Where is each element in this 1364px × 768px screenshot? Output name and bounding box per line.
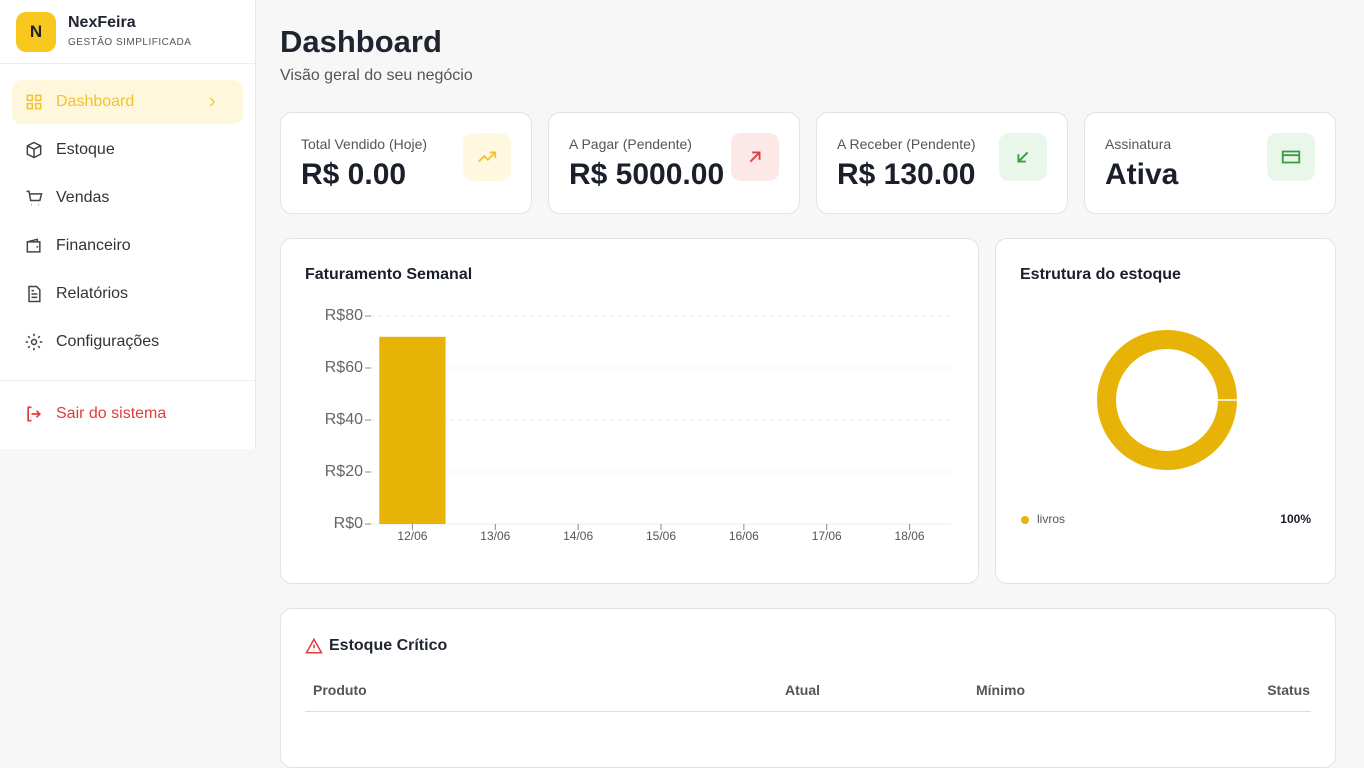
x-tick-label: 16/06	[729, 529, 759, 543]
pie-slice	[1097, 330, 1237, 470]
nav-item[interactable]: Configurações	[12, 320, 243, 364]
x-tick-label: 12/06	[397, 529, 427, 543]
nav-icon	[25, 333, 43, 351]
col-header: Mínimo	[976, 682, 1025, 698]
kpi-icon	[1267, 133, 1315, 181]
table-panel: Estoque Crítico Produto Atual Mínimo Sta…	[280, 608, 1336, 768]
page-title: Dashboard	[280, 24, 442, 59]
logout-label: Sair do sistema	[56, 405, 167, 422]
x-tick-label: 15/06	[646, 529, 676, 543]
legend-label: livros	[1037, 512, 1065, 526]
nav-icon	[26, 94, 42, 110]
kpi-card: A Receber (Pendente) R$ 130.00	[816, 112, 1068, 214]
kpi-icon	[999, 133, 1047, 181]
y-tick-label: R$80	[325, 307, 363, 324]
kpi-value: Ativa	[1105, 158, 1179, 191]
icon	[1281, 150, 1301, 164]
x-tick-label: 18/06	[895, 529, 925, 543]
value-label: 100%	[1280, 512, 1311, 526]
nav-item[interactable]: Financeiro	[12, 224, 243, 268]
nav-label: Configurações	[56, 333, 160, 350]
icon	[1017, 151, 1029, 163]
page: {"sidebar":{"brand":"NexFeira","tagline"…	[0, 0, 1336, 768]
nav-label: Relatórios	[56, 285, 129, 302]
nav-icon	[26, 238, 41, 253]
table-header: Produto Atual Mínimo Status	[305, 681, 1311, 711]
y-tick-label: R$60	[325, 359, 363, 376]
kpi-icon	[731, 133, 779, 181]
x-tick-label: 17/06	[812, 529, 842, 543]
nav-item[interactable]: Estoque	[12, 128, 243, 172]
y-tick-label: R$20	[325, 463, 363, 480]
logout[interactable]: Sair do sistema	[12, 392, 243, 436]
kpi-card: A Pagar (Pendente) R$ 5000.00	[548, 112, 800, 214]
icon	[478, 151, 497, 163]
nav-label: Dashboard	[56, 93, 135, 110]
kpi-label: A Receber (Pendente)	[837, 136, 976, 152]
kpi-value: R$ 130.00	[837, 158, 976, 191]
divider	[0, 63, 255, 64]
col-header: Produto	[313, 682, 367, 698]
nav-label: Vendas	[56, 189, 110, 206]
icon	[749, 151, 761, 163]
col-header: Atual	[785, 682, 820, 698]
kpi-value: R$ 5000.00	[569, 158, 725, 191]
divider	[0, 380, 255, 381]
logo: N	[16, 12, 56, 52]
kpi-value: R$ 0.00	[301, 158, 407, 191]
nav-item[interactable]: Dashboard	[12, 80, 243, 124]
table: Produto Atual Mínimo Status	[305, 681, 1311, 712]
table-title: Estoque Crítico	[329, 637, 448, 654]
nav-icon	[26, 190, 43, 206]
x-tick-label: 14/06	[563, 529, 593, 543]
y-tick-label: R$40	[325, 411, 363, 428]
kpi-icon	[463, 133, 511, 181]
brand: NexFeira	[68, 14, 136, 31]
chevron	[209, 97, 216, 107]
bar-panel: Faturamento Semanal R$0 R$20 R$40 R$60 R$80 12…	[280, 238, 979, 584]
kpi-label: A Pagar (Pendente)	[569, 136, 692, 152]
warning-icon	[305, 637, 323, 654]
bar-chart: Faturamento Semanal R$0 R$20 R$40 R$60 R$80 12…	[305, 266, 951, 543]
kpi-label: Total Vendido (Hoje)	[301, 136, 428, 152]
nav-icon	[26, 141, 42, 159]
pie-panel: Estrutura do estoque livros 100%	[995, 238, 1336, 584]
kpi-label: Assinatura	[1105, 136, 1172, 152]
bar	[379, 336, 446, 524]
col-header: Status	[1267, 682, 1310, 698]
nav-icon	[28, 285, 41, 303]
y-tick-label: R$0	[334, 515, 363, 532]
page-subtitle: Visão geral do seu negócio	[280, 67, 473, 84]
kpi-card: Assinatura Ativa	[1084, 112, 1336, 214]
chart-title: Estrutura do estoque	[1020, 266, 1181, 283]
sidebar: N NexFeira GESTÃO SIMPLIFICADA Sair do s…	[0, 0, 256, 449]
kpi-card: Total Vendido (Hoje) R$ 0.00	[280, 112, 532, 214]
tagline: GESTÃO SIMPLIFICADA	[68, 37, 192, 48]
nav-item[interactable]: Vendas	[12, 176, 243, 220]
x-tick-label: 13/06	[480, 529, 510, 543]
chart-title: Faturamento Semanal	[305, 266, 472, 283]
nav-label: Financeiro	[56, 237, 131, 254]
nav-item[interactable]: Relatórios	[12, 272, 243, 316]
legend-swatch	[1021, 516, 1029, 524]
nav-label: Estoque	[56, 141, 115, 158]
pie-chart: Estrutura do estoque livros 100%	[1020, 266, 1311, 526]
